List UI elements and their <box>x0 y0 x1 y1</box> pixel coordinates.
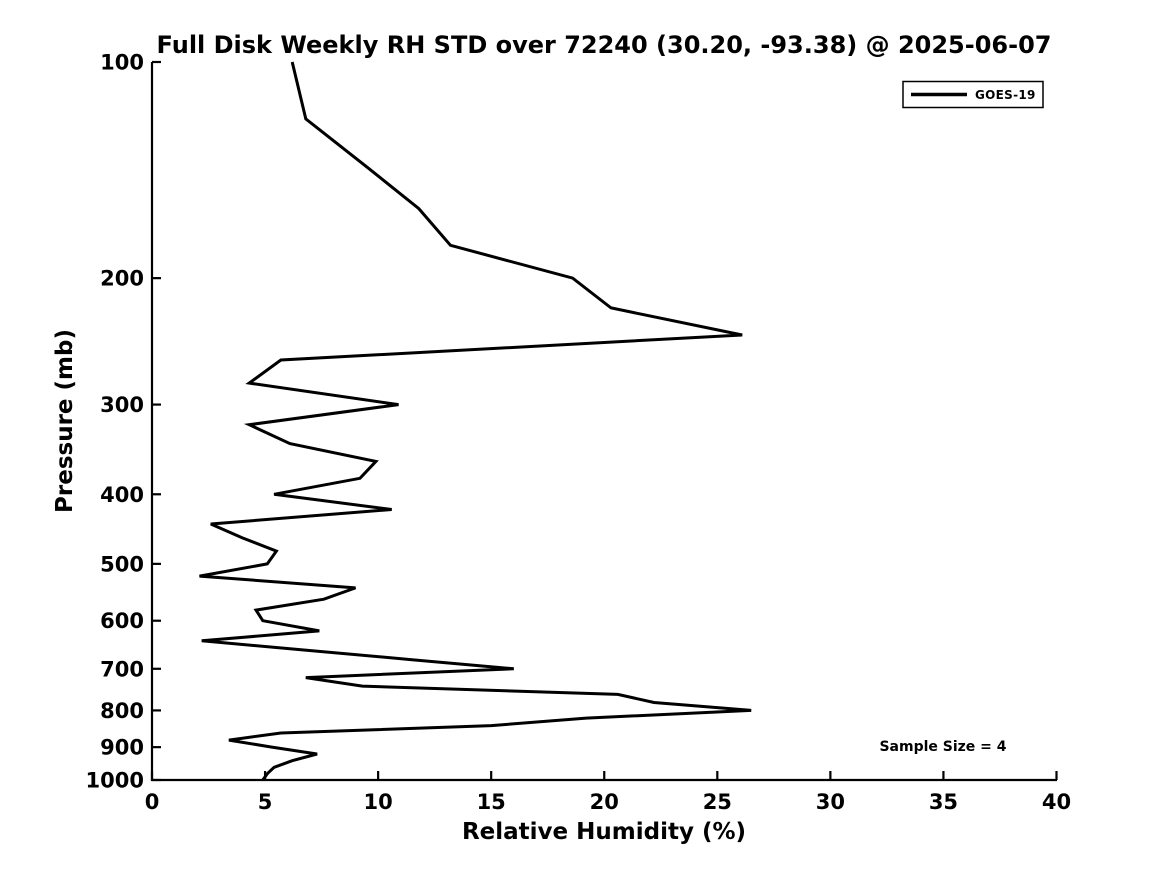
x-tick-label: 0 <box>145 790 160 814</box>
sample-size-annotation: Sample Size = 4 <box>879 739 1006 755</box>
x-tick-label: 25 <box>703 790 732 814</box>
legend: GOES-19 <box>902 80 1044 109</box>
x-tick-label: 10 <box>364 790 393 814</box>
goes-19-rh-std-line <box>199 61 752 781</box>
y-tick-label: 100 <box>100 51 144 75</box>
y-tick-label: 500 <box>100 552 144 576</box>
y-tick-label: 800 <box>100 699 144 723</box>
y-tick-label: 600 <box>100 609 144 633</box>
x-tick-label: 40 <box>1042 790 1071 814</box>
x-tick-label: 30 <box>816 790 845 814</box>
x-axis-label: Relative Humidity (%) <box>462 819 746 845</box>
x-tick-label: 20 <box>590 790 619 814</box>
y-tick-label: 200 <box>100 267 144 291</box>
y-tick-label: 1000 <box>86 769 144 793</box>
x-tick-label: 5 <box>258 790 273 814</box>
y-axis-ticks: 100 200 300 400 500 600 700 800 900 1000 <box>86 51 161 793</box>
x-axis-ticks: 0 5 10 15 20 25 30 35 40 <box>145 771 1071 814</box>
x-tick-label: 35 <box>929 790 958 814</box>
y-tick-label: 700 <box>100 657 144 681</box>
y-axis-label: Pressure (mb) <box>52 329 78 513</box>
chart-title: Full Disk Weekly RH STD over 72240 (30.2… <box>157 31 1052 59</box>
x-tick-label: 15 <box>477 790 506 814</box>
y-tick-label: 400 <box>100 483 144 507</box>
y-tick-label: 900 <box>100 736 144 760</box>
legend-entry-label: GOES-19 <box>975 88 1036 102</box>
y-tick-label: 300 <box>100 393 144 417</box>
